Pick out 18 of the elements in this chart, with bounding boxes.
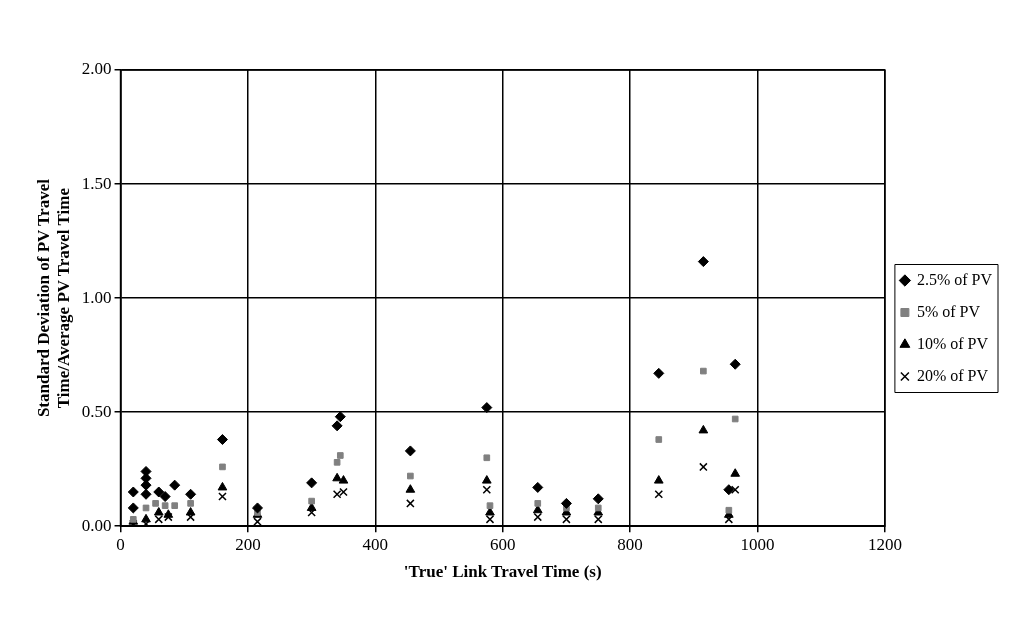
y-axis-title: Standard Deviation of PV Travel Time/Average PV Travel Time	[33, 178, 73, 418]
x-tick-label: 1000	[740, 534, 775, 554]
x-tick-label: 800	[617, 534, 643, 554]
x-axis-title: 'True' Link Travel Time (s)	[403, 562, 602, 582]
x-tick-label: 600	[489, 534, 516, 554]
y-tick-label: 0.50	[81, 401, 112, 421]
y-tick-label: 2.00	[81, 59, 112, 79]
legend-label: 20% of PV	[916, 366, 989, 384]
x-tick-label: 400	[362, 534, 389, 554]
y-tick-label: 1.00	[81, 287, 112, 307]
x-tick-label: 1200	[867, 534, 902, 554]
x-tick-label: 0	[116, 534, 125, 554]
y-tick-label: 1.50	[81, 173, 112, 193]
x-tick-label: 200	[235, 534, 261, 554]
legend-label: 5% of PV	[916, 302, 981, 320]
legend-label: 10% of PV	[916, 334, 989, 352]
legend-label: 2.5% of PV	[916, 270, 993, 288]
y-tick-label: 0.00	[81, 515, 112, 535]
